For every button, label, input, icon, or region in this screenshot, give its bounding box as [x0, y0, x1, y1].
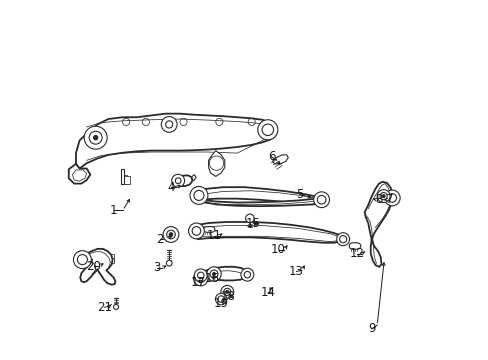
Text: 4: 4 [167, 181, 174, 194]
Circle shape [215, 293, 226, 305]
FancyBboxPatch shape [110, 258, 114, 263]
Circle shape [169, 233, 172, 236]
Text: 12: 12 [349, 247, 364, 260]
Text: 2: 2 [156, 233, 163, 246]
Text: 14: 14 [260, 287, 275, 300]
FancyBboxPatch shape [110, 254, 114, 261]
Polygon shape [121, 168, 124, 184]
Circle shape [163, 226, 179, 242]
Text: 21: 21 [97, 301, 112, 314]
Circle shape [313, 192, 329, 208]
Text: 7: 7 [385, 193, 393, 206]
Circle shape [382, 195, 384, 198]
Text: 19: 19 [213, 297, 228, 310]
Circle shape [245, 214, 254, 223]
Circle shape [376, 190, 389, 203]
Text: 10: 10 [270, 243, 285, 256]
Text: 17: 17 [190, 276, 205, 289]
Polygon shape [348, 243, 360, 249]
Polygon shape [76, 114, 276, 168]
Circle shape [93, 135, 98, 140]
Polygon shape [272, 155, 287, 164]
Text: 11: 11 [206, 229, 221, 242]
Text: 15: 15 [245, 216, 261, 230]
Text: 5: 5 [296, 188, 303, 201]
Circle shape [225, 291, 228, 293]
Circle shape [188, 223, 204, 239]
Circle shape [84, 126, 107, 149]
Polygon shape [364, 182, 391, 267]
Circle shape [206, 267, 221, 281]
Text: 9: 9 [367, 322, 375, 335]
Polygon shape [208, 150, 224, 176]
Circle shape [113, 305, 119, 310]
Text: 1: 1 [110, 204, 117, 217]
Text: 3: 3 [153, 261, 160, 274]
Text: 6: 6 [267, 150, 275, 163]
Text: 8: 8 [374, 193, 382, 206]
Text: 13: 13 [288, 265, 304, 278]
Circle shape [212, 273, 215, 275]
Polygon shape [174, 175, 192, 186]
Polygon shape [77, 249, 115, 285]
Text: 16: 16 [204, 272, 219, 285]
Circle shape [221, 285, 233, 298]
Circle shape [336, 233, 349, 246]
Text: 18: 18 [221, 290, 235, 303]
Circle shape [384, 190, 399, 206]
Circle shape [241, 268, 253, 281]
Polygon shape [203, 226, 215, 232]
Circle shape [194, 269, 207, 282]
Circle shape [166, 260, 172, 266]
Circle shape [73, 251, 91, 269]
Polygon shape [195, 222, 344, 243]
Circle shape [257, 120, 277, 140]
Polygon shape [199, 267, 248, 280]
Text: 20: 20 [86, 260, 101, 273]
Circle shape [193, 271, 207, 286]
Circle shape [171, 174, 184, 187]
Circle shape [190, 186, 207, 204]
FancyBboxPatch shape [121, 175, 127, 184]
Polygon shape [197, 187, 323, 204]
FancyBboxPatch shape [124, 176, 129, 184]
Circle shape [161, 117, 177, 132]
Polygon shape [69, 164, 90, 184]
Polygon shape [197, 197, 319, 206]
